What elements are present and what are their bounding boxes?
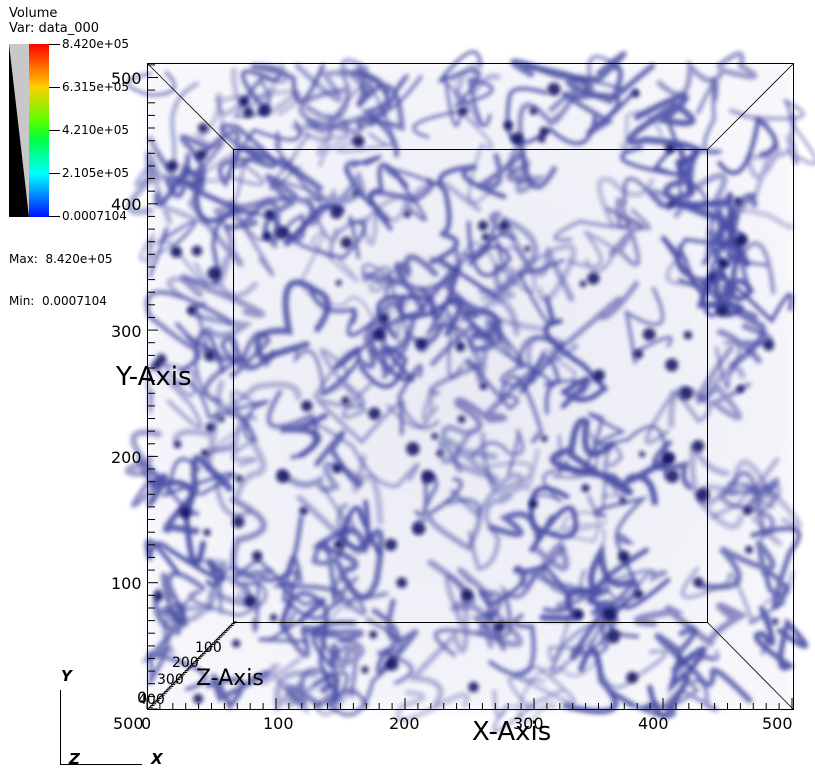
legend-colorbar	[9, 44, 60, 217]
legend-tick-min: 0.0007104	[62, 209, 127, 223]
legend-variable: Var: data_000	[9, 21, 100, 36]
z-tick-200: 200	[172, 655, 199, 671]
legend-min: Min: 0.0007104	[9, 294, 107, 308]
x-tick-300: 300	[513, 714, 544, 733]
z-tick-500: 500	[113, 714, 144, 733]
bounding-box-outer	[147, 63, 794, 710]
x-tick-400: 400	[638, 714, 669, 733]
legend-plot-type: Volume	[9, 6, 58, 21]
orientation-triad	[60, 690, 142, 765]
y-axis-title: Y-Axis	[116, 362, 192, 392]
bounding-box-inner	[233, 149, 708, 623]
triad-z-label: Z	[69, 750, 80, 768]
y-tick-200: 200	[111, 448, 142, 467]
legend-tick-max: 8.420e+05	[62, 37, 130, 51]
x-tick-0: 0	[141, 714, 152, 733]
z-tick-400: 400	[138, 692, 165, 708]
legend-title: Volume Var: data_000	[9, 6, 99, 36]
z-axis-ticks	[147, 621, 237, 710]
z-tick-100: 100	[195, 640, 222, 656]
vortex-filaments	[124, 50, 815, 732]
legend-tick-2: 6.315e+05	[62, 80, 130, 94]
vortex-blobs	[152, 82, 779, 704]
triad-y-label: Y	[61, 667, 72, 685]
x-tick-500: 500	[762, 714, 793, 733]
triad-x-label: X	[151, 750, 163, 768]
y-tick-500: 500	[111, 69, 142, 88]
x-tick-200: 200	[389, 714, 420, 733]
z-axis-title: Z-Axis	[196, 666, 264, 691]
legend-max: Max: 8.420e+05	[9, 252, 113, 266]
x-axis-title: X-Axis	[472, 717, 552, 747]
y-tick-100: 100	[111, 574, 142, 593]
x-axis-ticks	[146, 698, 793, 709]
x-tick-100: 100	[263, 714, 294, 733]
legend-tick-3: 4.210e+05	[62, 123, 130, 137]
y-tick-400: 400	[111, 195, 142, 214]
y-tick-300: 300	[111, 322, 142, 341]
legend-tick-4: 2.105e+05	[62, 166, 130, 180]
z-tick-300: 300	[157, 672, 184, 688]
y-tick-0: 0	[137, 688, 148, 707]
legend-minmax: Max: 8.420e+05 Min: 0.0007104	[9, 224, 113, 322]
